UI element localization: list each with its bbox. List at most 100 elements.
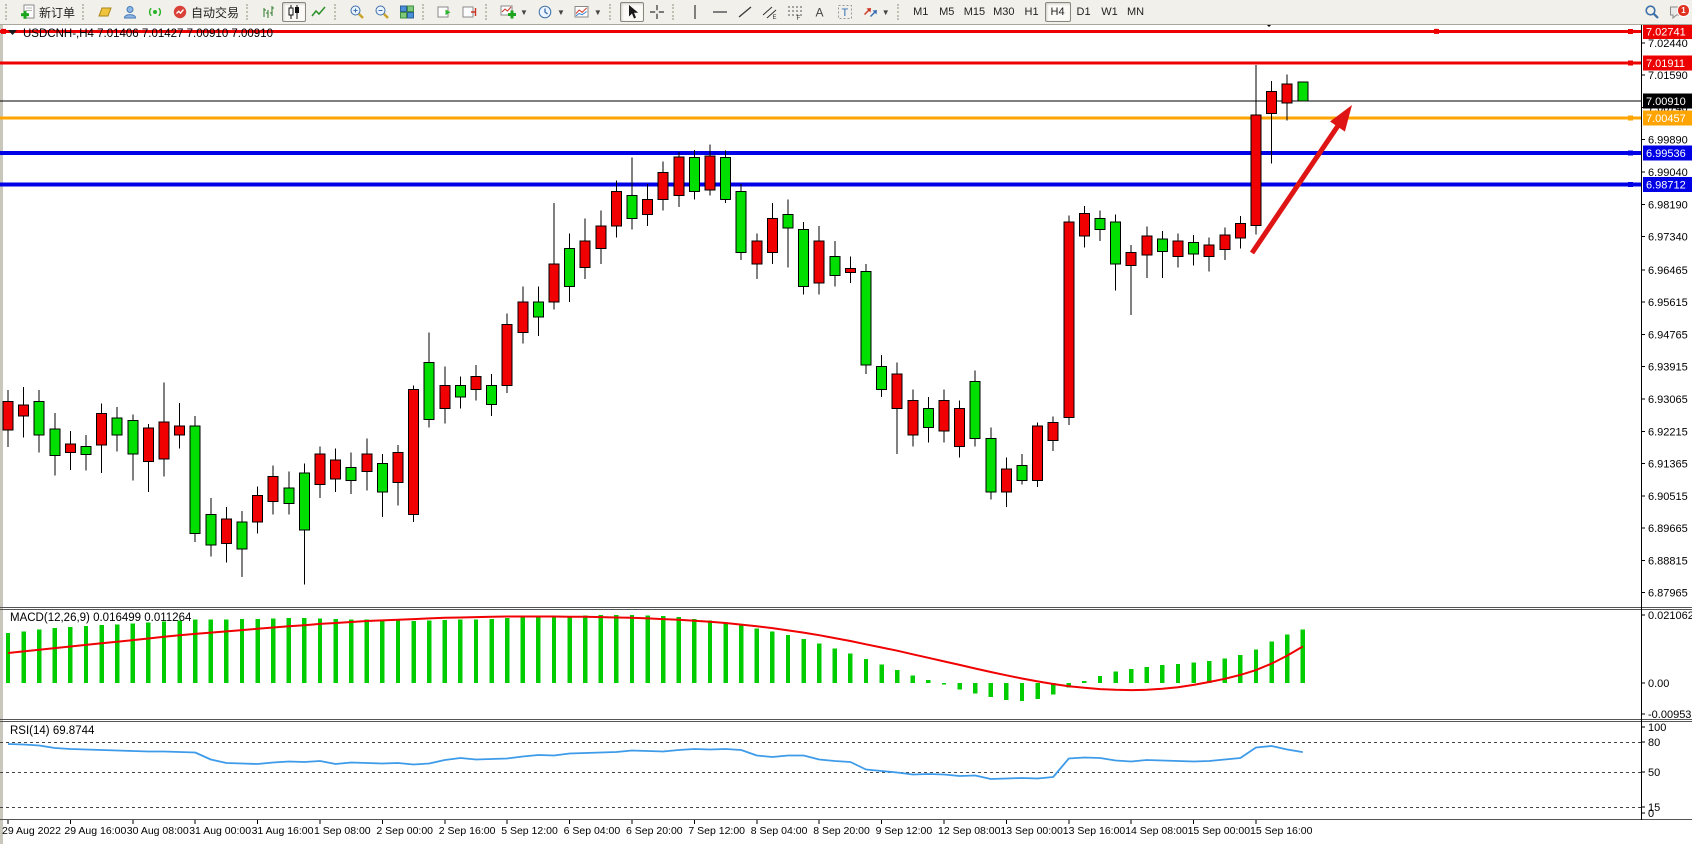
new-order-icon (20, 4, 36, 20)
community-icon (122, 4, 138, 20)
time-axis-label: 6 Sep 04:00 (564, 825, 621, 837)
text-button[interactable]: A (808, 2, 832, 22)
autotrading-button[interactable]: 自动交易 (168, 2, 243, 22)
cursor-icon (624, 4, 640, 20)
time-axis-label: 15 Sep 16:00 (1250, 825, 1313, 837)
time-axis-label: 5 Sep 12:00 (501, 825, 558, 837)
zoom-in-button[interactable] (345, 2, 369, 22)
rsi-axis-label: 0 (1648, 808, 1654, 820)
toolbar-grip[interactable] (671, 4, 678, 20)
price-tick-label: 6.87965 (1648, 588, 1688, 600)
horizontal-object-lines[interactable] (0, 28, 1641, 187)
templates-button[interactable]: ▼ (570, 2, 606, 22)
time-axis-label: 8 Sep 20:00 (813, 825, 870, 837)
toolbar-grip[interactable] (422, 4, 428, 20)
toolbar-grip[interactable] (896, 4, 903, 20)
time-axis-label: 30 Aug 08:00 (127, 825, 189, 837)
line-anchor[interactable] (1, 28, 6, 34)
channel-button[interactable]: E (758, 2, 782, 22)
arrows-icon (862, 4, 878, 20)
price-marker-label: 7.00910 (1646, 96, 1686, 108)
symbol-ohlc-label: USDCNH-,H4 7.01406 7.01427 7.00910 7.009… (23, 28, 273, 40)
time-axis-label: 2 Sep 00:00 (376, 825, 433, 837)
crosshair-button[interactable] (645, 2, 669, 22)
macd-histogram (5, 614, 1305, 702)
bar-chart-button[interactable] (257, 2, 281, 22)
new-order-button[interactable]: 新订单 (16, 2, 79, 22)
price-tick-label: 6.97340 (1648, 232, 1688, 244)
vertical-line-button[interactable] (683, 2, 707, 22)
time-axis-label: 14 Sep 08:00 (1125, 825, 1188, 837)
timeframe-m30-button[interactable]: M30 (993, 6, 1015, 18)
time-axis-label: 12 Sep 08:00 (938, 825, 1001, 837)
community-button[interactable] (118, 2, 142, 22)
bar-chart-icon (261, 4, 277, 20)
price-tick-label: 6.98190 (1648, 199, 1688, 211)
auto-scroll-button[interactable] (433, 2, 457, 22)
price-marker-boxes: 7.02741 7.01911 7.00910 7.00457 6.99536 6.987… (1643, 23, 1692, 192)
price-tick-label: 6.91365 (1648, 459, 1688, 471)
candlestick-chart-button[interactable] (282, 2, 307, 22)
tile-windows-button[interactable] (395, 2, 419, 22)
fibonacci-button[interactable]: F (783, 2, 807, 22)
panel-borders (0, 24, 1692, 820)
rsi-axis-label: 50 (1648, 767, 1660, 779)
trend-arrow[interactable] (1249, 105, 1352, 255)
line-anchor[interactable] (1434, 28, 1439, 34)
trendline-icon (737, 4, 753, 20)
timeframe-h1-button[interactable]: H1 (1024, 6, 1039, 18)
time-axis-label: 13 Sep 00:00 (1000, 825, 1063, 837)
line-chart-button[interactable] (307, 2, 331, 22)
price-marker-label: 7.01911 (1646, 58, 1685, 70)
search-button[interactable] (1640, 2, 1664, 22)
signal-icon (147, 4, 163, 20)
chevron-down-icon: ▼ (881, 7, 890, 17)
timeframe-d1-button[interactable]: D1 (1076, 6, 1091, 18)
cursor-button[interactable] (619, 2, 644, 22)
toolbar-grip[interactable] (608, 4, 615, 20)
toolbar: 新订单 自动交易 (0, 0, 1692, 25)
price-tick-label: 6.88815 (1648, 555, 1688, 567)
profiles-button[interactable] (93, 2, 117, 22)
time-axis-label: 2 Sep 16:00 (439, 825, 496, 837)
toolbar-grip[interactable] (246, 4, 252, 20)
toolbar-grip[interactable] (485, 4, 491, 20)
timeframe-h4-button[interactable]: H4 (1044, 2, 1071, 22)
chart-shift-button[interactable] (458, 2, 482, 22)
notifications-button[interactable]: 1 (1665, 2, 1690, 22)
periods-button[interactable]: ▼ (533, 2, 569, 22)
time-axis[interactable]: 29 Aug 2022 29 Aug 16:00 30 Aug 08:00 31 Au… (2, 820, 1313, 837)
text-label-icon: T (837, 4, 853, 20)
search-icon (1644, 4, 1660, 20)
timeframe-m1-button[interactable]: M1 (913, 6, 929, 18)
zoom-in-icon (349, 4, 365, 20)
price-marker-label: 7.02741 (1646, 26, 1686, 38)
time-axis-label: 31 Aug 00:00 (189, 825, 251, 837)
price-marker-label: 7.00457 (1646, 113, 1686, 125)
auto-scroll-icon (437, 4, 453, 20)
timeframe-m15-button[interactable]: M15 (963, 6, 986, 18)
signals-button[interactable] (143, 2, 167, 22)
toolbar-grip[interactable] (5, 4, 11, 20)
timeframe-group: M1 M5 M15 M30 H1 H4 D1 W1 MN (908, 2, 1149, 22)
timeframe-m5-button[interactable]: M5 (939, 6, 955, 18)
zoom-out-button[interactable] (370, 2, 394, 22)
toolbar-grip[interactable] (82, 4, 88, 20)
price-tick-label: 6.96465 (1648, 265, 1688, 277)
indicators-button[interactable]: ▼ (496, 2, 532, 22)
text-label-button[interactable]: T (833, 2, 857, 22)
clock-icon (537, 4, 553, 20)
arrows-button[interactable]: ▼ (858, 2, 894, 22)
toolbar-grip[interactable] (334, 4, 340, 20)
timeframe-w1-button[interactable]: W1 (1101, 6, 1118, 18)
horizontal-line-button[interactable] (708, 2, 732, 22)
time-axis-label: 7 Sep 12:00 (688, 825, 745, 837)
rsi-level-lines (0, 742, 1641, 808)
trendline-button[interactable] (733, 2, 757, 22)
rsi-label: RSI(14) 69.8744 (10, 725, 95, 737)
horizontal-line-icon (712, 4, 728, 20)
timeframe-mn-button[interactable]: MN (1126, 6, 1145, 18)
time-axis-label: 1 Sep 08:00 (314, 825, 371, 837)
symbol-dropdown-icon[interactable] (8, 30, 17, 35)
